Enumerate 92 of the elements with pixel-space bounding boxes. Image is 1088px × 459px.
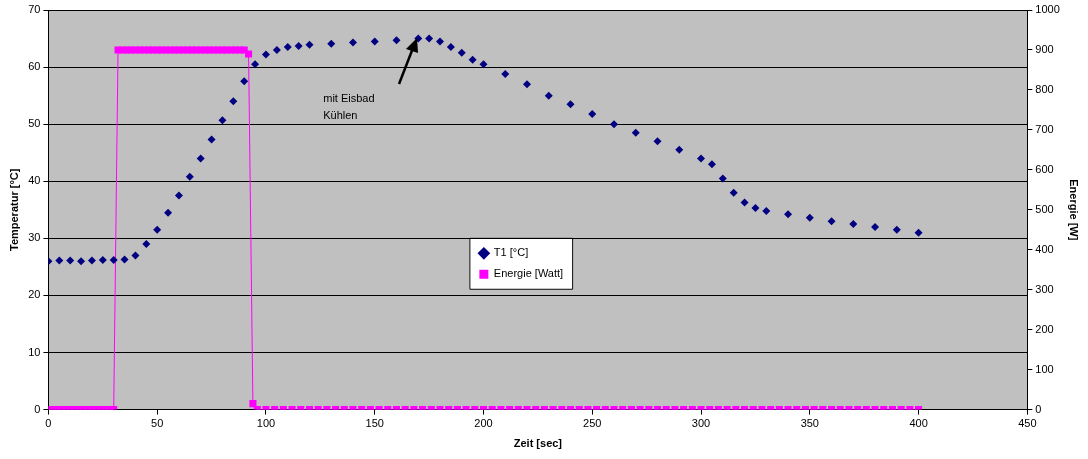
point <box>914 228 923 237</box>
y2-tick-label: 200 <box>1035 322 1054 335</box>
legend-label: T1 [°C] <box>493 246 529 259</box>
point <box>784 210 793 219</box>
point <box>196 154 205 163</box>
y-tick-label: 30 <box>28 231 41 244</box>
point <box>425 34 434 43</box>
point <box>305 40 314 49</box>
point <box>653 137 662 146</box>
point <box>272 45 281 54</box>
x-tick-label: 0 <box>45 417 52 430</box>
point <box>185 172 194 181</box>
point <box>98 256 107 265</box>
y2-tick-label: 800 <box>1035 82 1054 95</box>
point <box>66 256 75 265</box>
point <box>294 41 303 50</box>
x-tick-label: 400 <box>909 417 928 430</box>
point <box>55 256 64 265</box>
x-tick-label: 100 <box>256 417 276 430</box>
y-axis-title: Temperatur [°C] <box>7 168 20 252</box>
point <box>707 160 716 169</box>
point <box>446 43 455 52</box>
y2-tick-label: 900 <box>1035 42 1054 55</box>
point <box>762 206 771 215</box>
annotation: mit Eisbad Kühlen <box>323 90 375 123</box>
point <box>240 77 249 86</box>
y2-tick-label: 400 <box>1035 242 1054 255</box>
point <box>718 174 727 183</box>
point <box>87 256 96 265</box>
y-tick-label: 0 <box>34 402 41 415</box>
point <box>218 116 227 125</box>
x-tick-label: 450 <box>1018 417 1037 430</box>
x-tick-label: 250 <box>583 417 602 430</box>
point <box>251 60 260 69</box>
point <box>457 48 466 57</box>
y2-tick-label: 700 <box>1035 122 1054 135</box>
y-tick-label: 60 <box>28 60 41 73</box>
y-tick-label: 70 <box>28 3 41 16</box>
point <box>131 251 140 260</box>
legend-label: Energie [Watt] <box>493 267 564 280</box>
point <box>174 191 183 200</box>
x-tick-label: 350 <box>800 417 819 430</box>
y2-tick-label: 0 <box>1035 402 1042 415</box>
y2-tick-label: 600 <box>1035 162 1054 175</box>
y2-tick-label: 1000 <box>1035 3 1060 16</box>
point <box>435 37 444 46</box>
point <box>523 80 532 89</box>
point <box>544 91 553 100</box>
x-tick-label: 300 <box>691 417 711 430</box>
point <box>740 198 749 207</box>
point <box>729 188 738 197</box>
point <box>501 69 510 78</box>
point <box>827 217 836 226</box>
point <box>327 39 336 48</box>
y-tick-label: 20 <box>28 288 41 301</box>
y-tick-label: 50 <box>28 117 41 130</box>
point <box>109 256 118 265</box>
point <box>892 225 901 234</box>
x-tick-label: 200 <box>474 417 493 430</box>
y2-tick-label: 300 <box>1035 282 1054 295</box>
point <box>631 128 640 137</box>
point <box>164 208 173 217</box>
point <box>751 204 760 213</box>
point <box>229 97 238 106</box>
y-tick-label: 10 <box>28 345 41 358</box>
x-tick-label: 50 <box>151 417 164 430</box>
point <box>566 100 575 109</box>
point <box>468 55 477 64</box>
point <box>610 120 619 129</box>
point <box>153 225 162 234</box>
point <box>142 240 151 249</box>
point <box>588 109 597 118</box>
point <box>675 145 684 154</box>
point <box>479 60 488 69</box>
point <box>871 222 880 231</box>
y-tick-label: 40 <box>28 174 41 187</box>
point <box>77 257 86 266</box>
y2-tick-label: 100 <box>1035 362 1054 375</box>
point <box>207 135 216 144</box>
y2-tick-label: 500 <box>1035 202 1054 215</box>
x-tick-label: 150 <box>365 417 384 430</box>
point <box>370 37 379 46</box>
x-axis-title: Zeit [sec] <box>513 437 563 450</box>
y2-axis-title: Energie [W] <box>1068 179 1081 241</box>
point <box>849 220 858 229</box>
point <box>392 36 401 45</box>
point <box>805 213 814 222</box>
point <box>283 43 292 52</box>
point <box>697 154 706 163</box>
point <box>261 50 270 59</box>
point <box>348 38 357 47</box>
point <box>120 255 129 264</box>
